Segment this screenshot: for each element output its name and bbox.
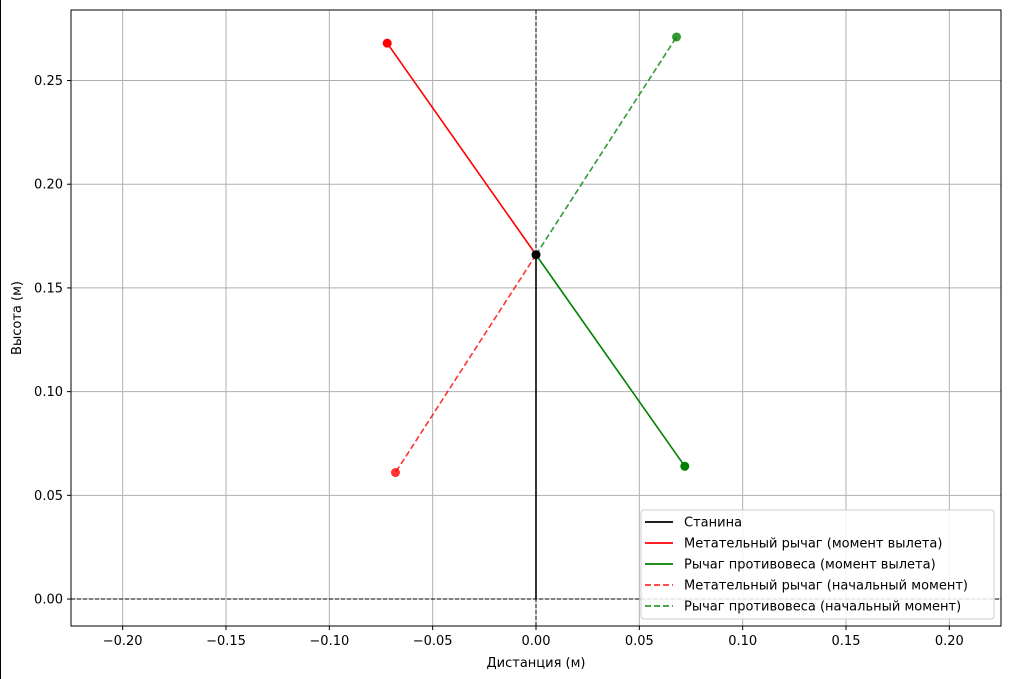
series-end-marker bbox=[382, 38, 392, 48]
legend-box bbox=[640, 509, 995, 620]
series-end-marker bbox=[680, 461, 690, 471]
x-tick-label: −0.05 bbox=[413, 634, 453, 649]
series-line bbox=[386, 42, 537, 256]
y-tick-label: 0.05 bbox=[34, 489, 63, 504]
y-tick-label: 0.00 bbox=[34, 593, 63, 608]
x-tick-label: −0.10 bbox=[309, 634, 349, 649]
series-line bbox=[535, 254, 686, 467]
series-end-marker bbox=[672, 32, 682, 42]
y-tick-label: 0.10 bbox=[34, 385, 63, 400]
y-tick-label: 0.25 bbox=[34, 74, 63, 89]
legend-entry-label: Рычаг противовеса (начальный момент) bbox=[684, 600, 961, 615]
series-layer bbox=[382, 32, 690, 600]
y-tick-label: 0.20 bbox=[34, 178, 63, 193]
x-axis-label: Дистанция (м) bbox=[487, 656, 586, 671]
legend: Станина Метательный рычаг (момент вылета)… bbox=[640, 509, 995, 620]
ticks: −0.20 −0.15 −0.10 −0.05 0.00 0.05 0.10 0.15 0.20… bbox=[34, 74, 964, 649]
x-tick-label: −0.15 bbox=[206, 634, 246, 649]
series-line bbox=[394, 254, 537, 473]
y-tick-label: 0.15 bbox=[34, 281, 63, 296]
x-tick-label: 0.05 bbox=[625, 634, 654, 649]
legend-entry-label: Метательный рычаг (начальный момент) bbox=[684, 579, 968, 594]
y-axis-label: Высота (м) bbox=[10, 281, 25, 355]
x-tick-label: 0.20 bbox=[935, 634, 964, 649]
x-tick-label: 0.10 bbox=[728, 634, 757, 649]
x-tick-label: 0.15 bbox=[832, 634, 861, 649]
legend-entry-label: Рычаг противовеса (момент вылета) bbox=[684, 558, 936, 573]
series-line bbox=[535, 36, 678, 256]
series-end-marker bbox=[390, 468, 400, 478]
x-tick-label: 0.00 bbox=[522, 634, 551, 649]
pivot-point bbox=[531, 250, 541, 260]
x-tick-label: −0.20 bbox=[103, 634, 143, 649]
legend-entry-label: Станина bbox=[684, 516, 742, 531]
legend-entry-label: Метательный рычаг (момент вылета) bbox=[684, 537, 942, 552]
